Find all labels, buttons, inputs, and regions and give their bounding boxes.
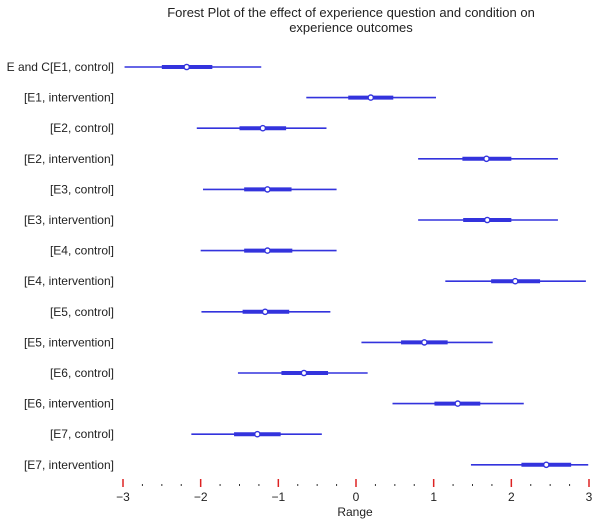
mean-point xyxy=(454,400,462,407)
forest-row: [E4, control] xyxy=(50,244,337,258)
row-label: [E2, intervention] xyxy=(24,152,114,166)
row-label: [E3, control] xyxy=(50,182,114,196)
x-tick-label: −2 xyxy=(194,490,208,504)
forest-row: [E3, intervention] xyxy=(24,213,558,227)
forest-row: E and C[E1, control] xyxy=(7,60,262,74)
forest-row: [E7, intervention] xyxy=(24,458,589,472)
mean-point xyxy=(259,124,267,132)
mean-point xyxy=(264,247,271,254)
forest-row: [E6, control] xyxy=(50,366,368,380)
chart-title-line-2: experience outcomes xyxy=(289,20,413,35)
forest-row: [E5, intervention] xyxy=(24,335,493,349)
mean-point xyxy=(261,308,269,316)
row-label: E and C[E1, control] xyxy=(7,60,114,74)
row-label: [E3, intervention] xyxy=(24,213,114,227)
x-axis-label: Range xyxy=(337,505,373,519)
row-label: [E7, intervention] xyxy=(24,458,114,472)
row-label: [E1, intervention] xyxy=(24,91,114,105)
row-label: [E2, control] xyxy=(50,121,114,135)
row-label: [E4, control] xyxy=(50,244,114,258)
mean-point xyxy=(183,63,190,71)
mean-point xyxy=(300,369,308,377)
x-tick-label: 2 xyxy=(508,490,515,504)
mean-point xyxy=(483,155,490,163)
forest-rows: E and C[E1, control] [E1, intervention] [E… xyxy=(7,60,589,472)
chart-title-line-1: Forest Plot of the effect of experience … xyxy=(167,5,535,20)
x-tick-label: −3 xyxy=(116,490,130,504)
x-axis: −3 −2 −1 0 1 2 3 xyxy=(116,479,593,504)
forest-row: [E2, intervention] xyxy=(24,152,558,166)
x-tick-label: −1 xyxy=(271,490,285,504)
mean-point xyxy=(367,94,375,101)
row-label: [E5, control] xyxy=(50,305,114,319)
mean-point xyxy=(483,216,491,224)
forest-row: [E5, control] xyxy=(50,305,331,319)
row-label: [E7, control] xyxy=(50,427,114,441)
forest-row: [E7, control] xyxy=(50,427,322,441)
forest-row: [E6, intervention] xyxy=(24,397,524,411)
mean-point xyxy=(511,277,519,285)
forest-row: [E2, control] xyxy=(50,121,327,135)
mean-point xyxy=(264,186,271,193)
row-label: [E6, intervention] xyxy=(24,397,114,411)
row-label: [E4, intervention] xyxy=(24,274,114,288)
x-tick-label: 0 xyxy=(353,490,360,504)
row-label: [E5, intervention] xyxy=(24,335,114,349)
x-tick-label: 3 xyxy=(586,490,593,504)
mean-point xyxy=(421,339,428,346)
mean-point xyxy=(542,461,550,469)
row-label: [E6, control] xyxy=(50,366,114,380)
forest-row: [E3, control] xyxy=(50,182,337,196)
chart-title: Forest Plot of the effect of experience … xyxy=(167,5,535,35)
forest-row: [E1, intervention] xyxy=(24,91,436,105)
forest-row: [E4, intervention] xyxy=(24,274,586,288)
mean-point xyxy=(254,430,261,438)
x-tick-label: 1 xyxy=(430,490,437,504)
